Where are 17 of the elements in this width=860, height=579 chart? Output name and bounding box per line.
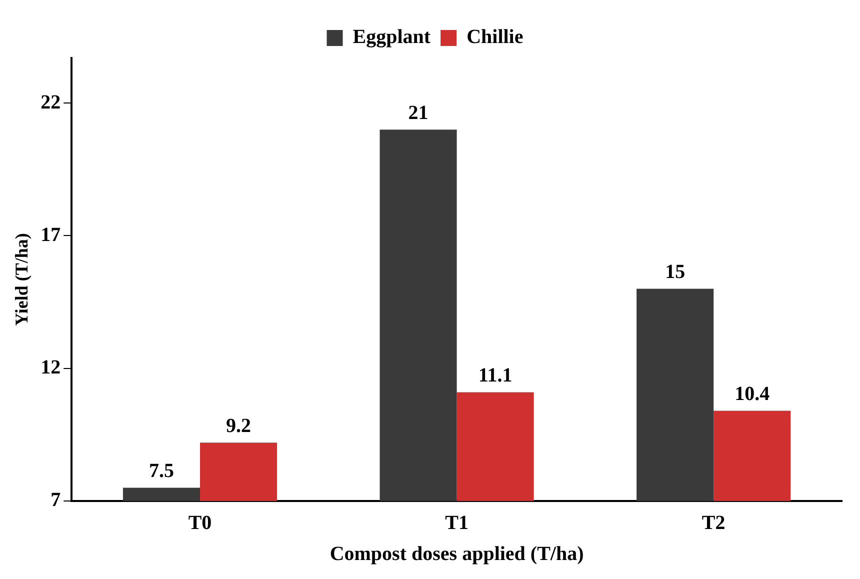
y-tick-label: 17 <box>40 224 61 246</box>
y-axis-title: Yield (T/ha) <box>11 233 32 326</box>
x-tick-label: T1 <box>445 512 468 534</box>
y-tick-label: 12 <box>40 356 61 379</box>
x-axis-title: Compost doses applied (T/ha) <box>330 543 584 566</box>
legend-label: Eggplant <box>352 26 431 48</box>
data-label: 21 <box>408 102 428 124</box>
x-tick-label: T0 <box>188 512 212 534</box>
data-label: 15 <box>665 260 686 283</box>
x-tick-label: T2 <box>702 512 726 534</box>
data-label: 9.2 <box>226 414 252 437</box>
data-label: 10.4 <box>734 382 770 405</box>
data-label: 11.1 <box>478 364 512 386</box>
y-tick-label: 22 <box>40 91 61 114</box>
legend-label: Chillie <box>466 26 524 48</box>
data-label: 7.5 <box>148 460 174 482</box>
y-tick-label: 7 <box>50 489 61 512</box>
